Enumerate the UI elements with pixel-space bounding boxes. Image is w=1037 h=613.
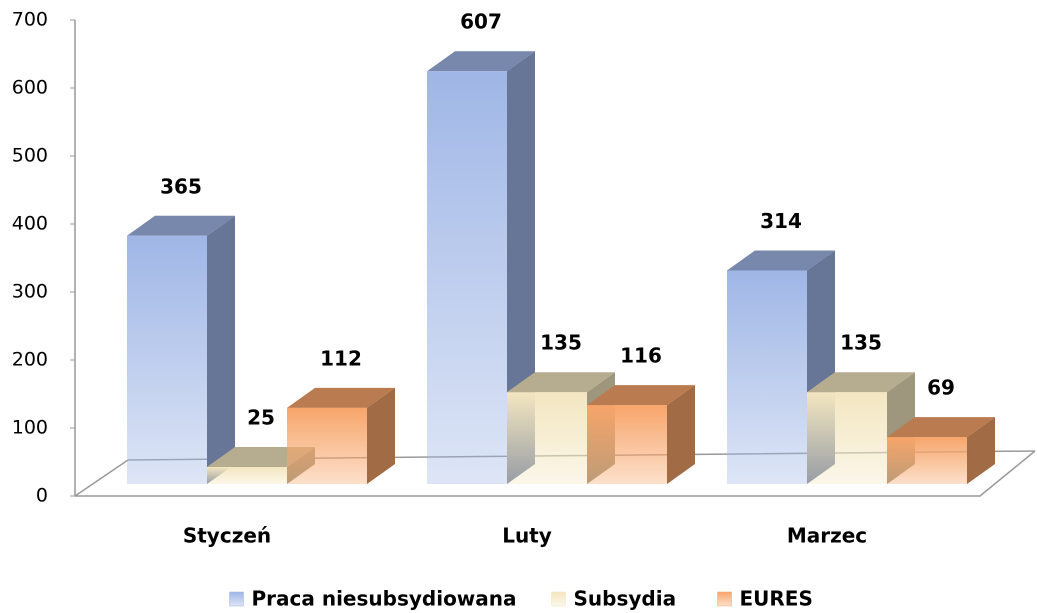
bar-top-shade bbox=[127, 215, 235, 236]
legend-swatch bbox=[229, 591, 244, 607]
x-tick-label: Marzec bbox=[787, 524, 867, 548]
bar-side bbox=[667, 385, 695, 484]
bar-side-shade bbox=[367, 387, 395, 484]
y-tick-label: 600 bbox=[12, 77, 48, 99]
bar bbox=[127, 215, 235, 485]
floor-edge bbox=[75, 450, 1036, 497]
bar bbox=[287, 387, 395, 484]
y-tick-label: 200 bbox=[12, 349, 48, 371]
legend-swatch bbox=[717, 591, 732, 607]
x-tick-label: Styczeń bbox=[183, 524, 271, 548]
value-label: 25 bbox=[247, 406, 275, 430]
bar-top-shade bbox=[287, 387, 395, 408]
bar-side bbox=[207, 215, 235, 485]
bar-top bbox=[127, 215, 235, 236]
bar-front bbox=[127, 235, 207, 484]
y-tick-label: 0 bbox=[36, 485, 48, 507]
bar-front bbox=[727, 270, 807, 484]
bar-top bbox=[287, 387, 395, 408]
value-label: 365 bbox=[160, 174, 202, 198]
bar-front bbox=[287, 407, 367, 484]
bar bbox=[587, 385, 695, 484]
value-label: 135 bbox=[540, 331, 582, 355]
bar-top bbox=[887, 417, 995, 438]
bar-top bbox=[727, 250, 835, 271]
bar bbox=[727, 250, 835, 484]
bar-top-shade bbox=[507, 372, 615, 393]
bar-front bbox=[207, 467, 287, 484]
bar-front bbox=[807, 392, 887, 484]
value-label: 116 bbox=[620, 344, 662, 368]
value-label: 607 bbox=[460, 10, 502, 34]
bar-front bbox=[507, 392, 587, 484]
legend-swatch bbox=[551, 591, 566, 607]
legend-label: Subsydia bbox=[574, 587, 677, 611]
bar bbox=[887, 417, 995, 484]
value-label: 314 bbox=[760, 209, 802, 233]
bar-front bbox=[427, 71, 507, 485]
legend-label: EURES bbox=[740, 587, 813, 611]
bar-top-shade bbox=[727, 250, 835, 271]
bar-side-shade bbox=[967, 417, 995, 484]
value-label: 112 bbox=[320, 346, 362, 370]
bar-side-shade bbox=[207, 215, 235, 485]
bar-top-shade bbox=[807, 372, 915, 393]
y-tick-label: 700 bbox=[12, 9, 48, 31]
bar-top bbox=[427, 51, 535, 72]
bar-top bbox=[807, 372, 915, 393]
bar-top-shade bbox=[427, 51, 535, 72]
y-tick-label: 400 bbox=[12, 213, 48, 235]
legend-label: Praca niesubsydiowana bbox=[252, 587, 517, 611]
value-label: 69 bbox=[927, 376, 955, 400]
bar-side bbox=[507, 51, 535, 485]
bar bbox=[427, 51, 535, 485]
bar-front bbox=[887, 437, 967, 484]
value-label: 135 bbox=[840, 331, 882, 355]
bar-top bbox=[507, 372, 615, 393]
bar-side-shade bbox=[667, 385, 695, 484]
y-tick-label: 100 bbox=[12, 417, 48, 439]
bar-side bbox=[367, 387, 395, 484]
x-tick-label: Luty bbox=[502, 524, 552, 548]
y-tick-label: 500 bbox=[12, 145, 48, 167]
bar-side bbox=[967, 417, 995, 484]
y-tick-label: 300 bbox=[12, 281, 48, 303]
bar-side-shade bbox=[507, 51, 535, 485]
bar-front bbox=[587, 405, 667, 484]
bar-top bbox=[587, 385, 695, 406]
bar-top-shade bbox=[887, 417, 995, 438]
bar-top-shade bbox=[587, 385, 695, 406]
